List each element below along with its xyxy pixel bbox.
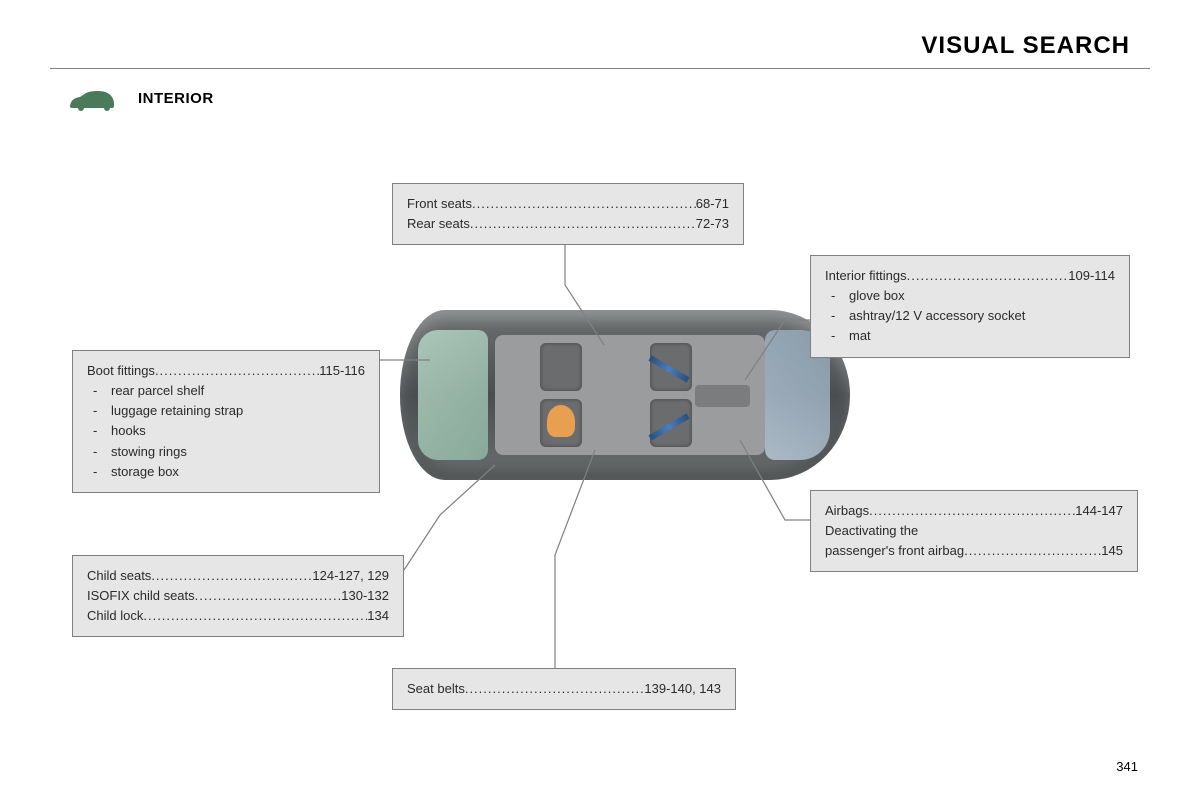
page-ref: 139-140, 143 [644, 679, 721, 699]
callout-label: Child lock [87, 606, 143, 626]
callout-subitem: rear parcel shelf [111, 381, 204, 401]
header-rule [50, 68, 1150, 69]
bullet-dash: - [87, 401, 111, 421]
bullet-dash: - [825, 286, 849, 306]
callout-seats: Front seats.............................… [392, 183, 744, 245]
rear-left-seat [540, 343, 582, 391]
callout-label: Boot fittings [87, 361, 155, 381]
page-title: VISUAL SEARCH [921, 32, 1130, 60]
page-ref: 68-71 [696, 194, 729, 214]
callout-label: Interior fittings [825, 266, 907, 286]
callout-interior_fittings: Interior fittings.......................… [810, 255, 1130, 358]
callout-subitem: storage box [111, 462, 179, 482]
callout-airbags: Airbags.................................… [810, 490, 1138, 572]
callout-label: Child seats [87, 566, 151, 586]
bullet-dash: - [825, 306, 849, 326]
bullet-dash: - [87, 462, 111, 482]
leader-dots: ........................................… [195, 586, 342, 606]
leader-dots: ........................................… [155, 361, 319, 381]
callout-label: Deactivating the [825, 521, 918, 541]
callout-subitem: stowing rings [111, 442, 187, 462]
bullet-dash: - [87, 381, 111, 401]
leader-dots: ........................................… [143, 606, 367, 626]
page-ref: 115-116 [319, 361, 365, 381]
callout-child: Child seats.............................… [72, 555, 404, 637]
car-interior [495, 335, 765, 455]
page-ref: 144-147 [1075, 501, 1123, 521]
page-ref: 72-73 [696, 214, 729, 234]
callout-label: Airbags [825, 501, 869, 521]
page-ref: 124-127, 129 [312, 566, 389, 586]
callout-label: ISOFIX child seats [87, 586, 195, 606]
car-silhouette-icon [68, 88, 116, 112]
bullet-dash: - [87, 421, 111, 441]
car-top-view-diagram [400, 310, 850, 480]
callout-subitem: mat [849, 326, 871, 346]
leader-dots: ........................................… [470, 214, 696, 234]
bullet-dash: - [87, 442, 111, 462]
callout-subitem: ashtray/12 V accessory socket [849, 306, 1025, 326]
callout-boot: Boot fittings...........................… [72, 350, 380, 493]
callout-label: passenger's front airbag [825, 541, 964, 561]
callout-seatbelts: Seat belts..............................… [392, 668, 736, 710]
callout-subitem: hooks [111, 421, 146, 441]
rear-glass [418, 330, 488, 460]
page-ref: 130-132 [341, 586, 389, 606]
leader-dots: ........................................… [472, 194, 696, 214]
callout-subitem: luggage retaining strap [111, 401, 243, 421]
leader-dots: ........................................… [869, 501, 1075, 521]
leader-dots: ........................................… [964, 541, 1101, 561]
callout-label: Seat belts [407, 679, 465, 699]
callout-label: Rear seats [407, 214, 470, 234]
callout-label: Front seats [407, 194, 472, 214]
center-console [695, 385, 750, 407]
callout-subitem: glove box [849, 286, 905, 306]
page-ref: 109-114 [1068, 266, 1115, 286]
page-number: 341 [1116, 759, 1138, 774]
leader-dots: ........................................… [465, 679, 645, 699]
leader-dots: ........................................… [907, 266, 1069, 286]
page-ref: 145 [1101, 541, 1123, 561]
page-ref: 134 [367, 606, 389, 626]
bullet-dash: - [825, 326, 849, 346]
section-title: INTERIOR [138, 90, 214, 107]
leader-dots: ........................................… [151, 566, 312, 586]
child-seat-icon [547, 405, 575, 437]
